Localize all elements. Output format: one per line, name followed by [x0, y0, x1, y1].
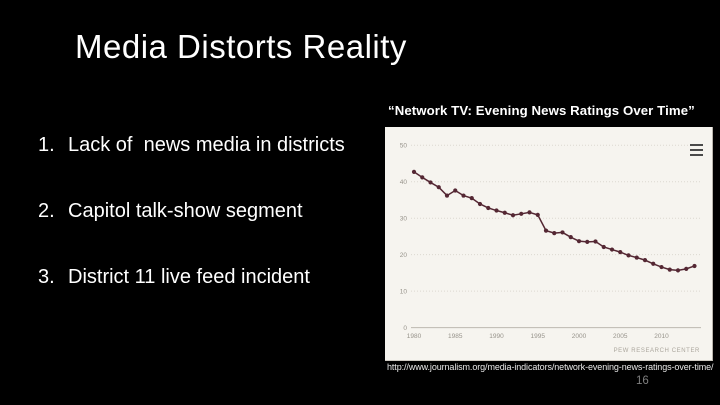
list-item: 2. Capitol talk-show segment [38, 200, 383, 223]
x-tick-label: 2005 [613, 333, 628, 340]
x-tick-label: 2010 [654, 333, 669, 340]
data-point [634, 255, 639, 260]
data-point [667, 267, 672, 272]
chart-embed: 0 10 20 30 40 50 1980 1985 1990 1995 2000 2005 2010 … [385, 127, 713, 361]
list-item-number: 2. [38, 200, 55, 222]
chart-title: “Network TV: Evening News Ratings Over T… [388, 103, 695, 118]
data-point [675, 268, 681, 273]
data-point [659, 264, 664, 270]
x-tick-label: 1985 [448, 333, 463, 340]
numbered-list: 1. Lack of news media in districts 2. Ca… [38, 134, 383, 332]
y-tick-label: 40 [400, 179, 408, 186]
data-point [453, 188, 458, 193]
data-point [535, 212, 540, 218]
data-point [436, 185, 441, 190]
list-item-text: Capitol talk-show segment [68, 200, 303, 222]
ratings-line-chart: 0 10 20 30 40 50 1980 1985 1990 1995 2000 2005 2010 [400, 143, 701, 340]
chart-menu-icon[interactable] [690, 144, 703, 156]
y-tick-label: 30 [400, 215, 408, 222]
data-point [692, 263, 697, 269]
data-point [543, 228, 549, 233]
data-point [510, 213, 516, 218]
source-url: http://www.journalism.org/media-indicato… [387, 362, 714, 372]
data-point [411, 169, 417, 174]
y-tick-label: 10 [400, 288, 408, 295]
list-item: 1. Lack of news media in districts [38, 134, 383, 157]
data-point [502, 210, 507, 215]
data-point [576, 239, 582, 244]
data-point [651, 261, 656, 266]
data-point [428, 180, 433, 185]
page-number: 16 [636, 375, 649, 387]
list-item-text: District 11 live feed incident [68, 266, 310, 288]
data-point [420, 175, 425, 180]
data-point [469, 196, 474, 201]
list-item: 3. District 11 live feed incident [38, 266, 383, 289]
y-tick-label: 20 [400, 252, 408, 259]
data-point [486, 205, 491, 211]
data-point [585, 239, 590, 244]
data-point [552, 231, 557, 236]
data-point [519, 211, 524, 216]
data-point [684, 266, 689, 271]
data-point [477, 201, 483, 207]
data-point [593, 239, 598, 244]
y-tick-label: 50 [400, 143, 408, 150]
data-point [560, 230, 565, 235]
data-point [601, 244, 606, 250]
x-tick-label: 1980 [407, 333, 422, 340]
chart-credit: PEW RESEARCH CENTER [613, 348, 700, 354]
data-point [626, 253, 631, 258]
data-point [609, 247, 615, 252]
list-item-number: 3. [38, 266, 55, 288]
data-point [461, 193, 466, 198]
x-tick-label: 1990 [489, 333, 504, 340]
data-point [527, 210, 532, 215]
ratings-line [413, 171, 695, 272]
data-point [642, 258, 648, 263]
data-point [568, 235, 573, 240]
list-item-number: 1. [38, 134, 55, 156]
data-point [494, 208, 499, 213]
x-tick-label: 2000 [572, 333, 587, 340]
y-tick-label: 0 [403, 325, 407, 332]
list-item-text: Lack of news media in districts [68, 134, 345, 156]
data-point [618, 250, 623, 255]
x-tick-label: 1995 [531, 333, 546, 340]
data-point [444, 193, 450, 198]
slide-title: Media Distorts Reality [75, 28, 407, 65]
